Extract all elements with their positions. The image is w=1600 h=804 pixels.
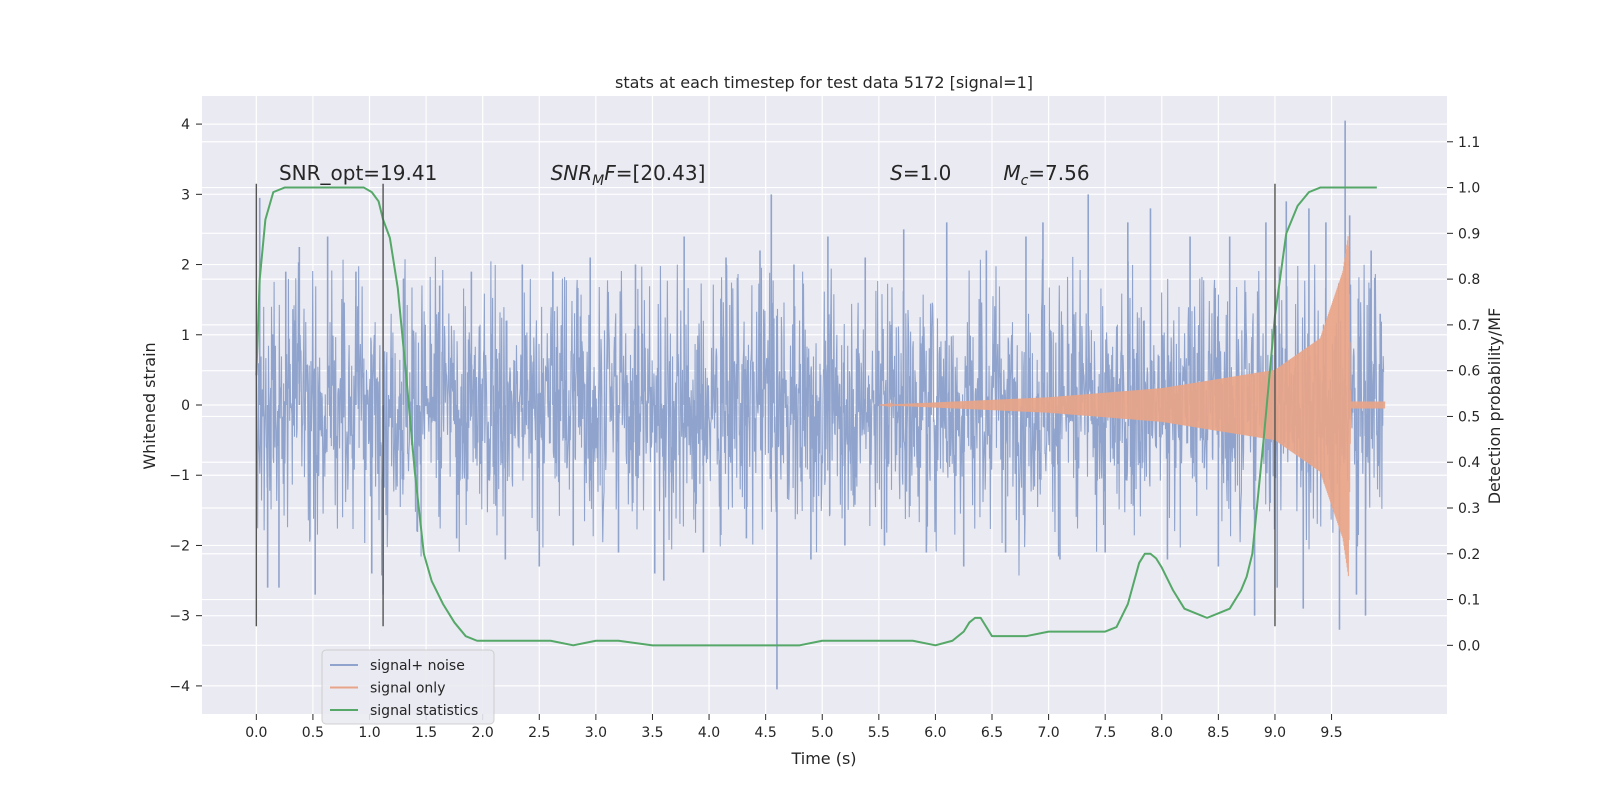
- annotation-text: SNRMF=[20.43]: [551, 161, 706, 189]
- axes: 0.0 0.5 1.0 1.5 2.0 2.5 3.0 3.5 4.0 4.5 5.0 5.5 6.0 6…: [169, 117, 1480, 741]
- y2-tick-label: 0.2: [1458, 547, 1480, 563]
- y-tick-label: 4: [181, 117, 190, 133]
- y2-tick-label: 1.0: [1458, 181, 1480, 197]
- x-tick-label: 4.0: [698, 725, 720, 741]
- series-signal-noise: [255, 256, 1385, 576]
- x-tick-label: 9.0: [1264, 725, 1286, 741]
- x-tick-label: 1.5: [415, 725, 437, 741]
- vertical-markers: [255, 183, 1276, 627]
- series-signal-statistics: [255, 186, 1377, 647]
- annotation-text: S=1.0: [890, 161, 951, 185]
- annotation-text: SNR_opt=19.41: [279, 161, 437, 185]
- legend-box: [321, 649, 495, 725]
- x-tick-label: 0.0: [245, 725, 267, 741]
- y-tick-label: 0: [181, 398, 190, 414]
- y-tick-label: −3: [169, 609, 190, 625]
- x-tick-label: 5.0: [811, 725, 833, 741]
- y2-axis-label: Detection probability/MF: [1485, 308, 1504, 505]
- y2-tick-label: 1.1: [1458, 135, 1480, 151]
- x-tick-label: 4.5: [755, 725, 777, 741]
- x-tick-label: 8.0: [1151, 725, 1173, 741]
- x-tick-label: 6.5: [981, 725, 1003, 741]
- x-tick-label: 9.5: [1320, 725, 1342, 741]
- y-tick-label: −1: [169, 468, 190, 484]
- chart-title: stats at each timestep for test data 517…: [615, 73, 1033, 92]
- x-tick-label: 2.5: [528, 725, 550, 741]
- legend-label: signal only: [370, 681, 445, 697]
- y2-tick-label: 0.4: [1458, 455, 1480, 471]
- y-tick-label: −2: [169, 538, 190, 554]
- y2-tick-label: 0.3: [1458, 501, 1480, 517]
- legend: signal+ noise signal only signal statistic…: [321, 649, 495, 725]
- y2-tick-label: 0.6: [1458, 364, 1480, 380]
- y-tick-label: 1: [181, 328, 190, 344]
- x-tick-label: 2.0: [472, 725, 494, 741]
- x-tick-label: 0.5: [302, 725, 324, 741]
- y2-tick-label: 0.7: [1458, 318, 1480, 334]
- x-tick-label: 8.5: [1207, 725, 1229, 741]
- y-tick-label: 3: [181, 187, 190, 203]
- y2-tick-label: 0.5: [1458, 409, 1480, 425]
- annotation-text: Mc=7.56: [1003, 161, 1089, 189]
- y2-tick-label: 0.1: [1458, 593, 1480, 609]
- x-tick-label: 3.5: [641, 725, 663, 741]
- x-tick-label: 5.5: [868, 725, 890, 741]
- series-layer: [255, 120, 1386, 690]
- y-tick-label: −4: [169, 679, 190, 695]
- x-tick-label: 7.5: [1094, 725, 1116, 741]
- y2-tick-label: 0.0: [1458, 638, 1480, 654]
- y-tick-label: 2: [181, 258, 190, 274]
- x-axis-label: Time (s): [790, 749, 856, 768]
- annotations: SNR_opt=19.41 SNRMF=[20.43] S=1.0 Mc=7.56: [279, 161, 1090, 189]
- y-axis-label: Whitened strain: [140, 342, 159, 469]
- y2-tick-label: 0.8: [1458, 272, 1480, 288]
- y2-tick-label: 0.9: [1458, 226, 1480, 242]
- x-tick-label: 7.0: [1037, 725, 1059, 741]
- x-tick-label: 1.0: [358, 725, 380, 741]
- legend-label: signal+ noise: [370, 658, 465, 674]
- x-tick-label: 6.0: [924, 725, 946, 741]
- series-signal-only: [878, 236, 1386, 577]
- legend-label: signal statistics: [370, 703, 478, 719]
- x-tick-label: 3.0: [585, 725, 607, 741]
